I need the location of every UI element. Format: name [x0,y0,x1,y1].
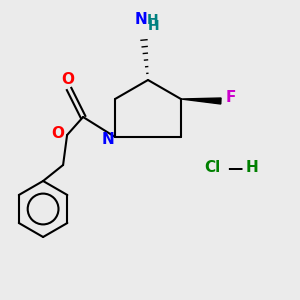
Text: O: O [61,73,75,88]
Text: N: N [102,131,115,146]
Text: F: F [226,91,236,106]
Text: N: N [135,13,147,28]
Polygon shape [181,98,221,104]
Text: Cl: Cl [204,160,220,175]
Text: —: — [227,160,243,175]
Text: H: H [246,160,258,175]
Text: H: H [148,19,160,33]
Text: H: H [147,13,159,27]
Text: O: O [52,125,64,140]
